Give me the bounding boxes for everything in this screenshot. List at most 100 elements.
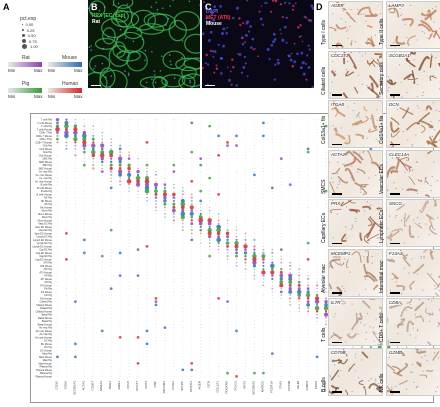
expression-dot [254, 301, 255, 302]
expression-dot [227, 282, 228, 283]
hematoxylin-nucleus [365, 288, 366, 289]
hematoxylin-nucleus [329, 162, 330, 163]
expression-dot [245, 360, 246, 361]
expression-dot [129, 262, 130, 263]
expression-dot [57, 246, 58, 247]
expression-dot [263, 360, 264, 361]
expression-dot [74, 154, 76, 156]
hematoxylin-nucleus [370, 118, 371, 119]
hematoxylin-nucleus [360, 14, 361, 15]
scale-bar [390, 94, 400, 96]
expression-dot [154, 189, 158, 193]
hematoxylin-nucleus [420, 350, 421, 351]
expression-dot [93, 265, 94, 266]
expression-dot [111, 301, 112, 302]
expression-dot [308, 347, 309, 348]
stain-strand [407, 321, 413, 332]
expression-dot [245, 158, 246, 159]
expression-dot [272, 347, 273, 348]
expression-dot [57, 171, 58, 172]
expression-dot [308, 357, 309, 358]
expression-dot [209, 369, 210, 370]
expression-dot [163, 196, 166, 199]
stain-strand [332, 71, 335, 75]
expression-dot [128, 157, 131, 160]
expression-dot [138, 142, 139, 143]
expression-dot [110, 181, 112, 183]
expression-dot [92, 164, 94, 166]
dapi-nucleus [308, 66, 311, 69]
expression-dot [270, 270, 274, 274]
expression-dot [93, 331, 94, 332]
hematoxylin-nucleus [404, 267, 405, 268]
expression-dot [164, 152, 165, 153]
expression-dot [290, 155, 291, 156]
expression-dot [290, 187, 291, 188]
expression-dot [93, 282, 94, 283]
expression-dot [102, 210, 103, 211]
hematoxylin-nucleus [422, 370, 423, 371]
hematoxylin-nucleus [389, 356, 390, 357]
expression-dot [272, 181, 273, 182]
expression-dot [155, 324, 156, 325]
expression-dot [245, 132, 246, 133]
expression-dot [137, 272, 138, 273]
hematoxylin-nucleus [371, 14, 372, 15]
expression-dot [83, 238, 86, 241]
expression-dot [84, 360, 85, 361]
expression-dot [147, 363, 148, 364]
expression-dot [93, 217, 94, 218]
expression-dot [182, 233, 183, 234]
hematoxylin-nucleus [420, 257, 421, 258]
expression-dot [254, 327, 255, 328]
stain-strand [430, 225, 437, 234]
expression-dot [281, 135, 282, 136]
hematoxylin-nucleus [353, 110, 354, 111]
expression-dot [299, 347, 300, 348]
ihc-image: ACTA2 [328, 150, 383, 198]
expression-dot [66, 272, 67, 273]
hematoxylin-nucleus [359, 294, 360, 295]
expression-dot [146, 342, 149, 345]
expression-dot [163, 203, 166, 206]
dapi-nucleus [248, 30, 250, 32]
expression-dot [209, 291, 210, 292]
expression-dot [236, 298, 237, 299]
expression-dot [138, 129, 139, 130]
expression-dot [209, 152, 210, 153]
expression-dot [102, 262, 103, 263]
expression-dot [254, 165, 255, 166]
ihc-tissue [329, 151, 382, 197]
expression-dot [281, 337, 282, 338]
expression-dot [155, 203, 157, 205]
hematoxylin-nucleus [424, 257, 425, 258]
expression-dot [289, 304, 291, 306]
expression-dot [209, 226, 211, 228]
expression-dot [317, 278, 318, 279]
expression-dot [155, 226, 156, 227]
expression-dot [200, 262, 201, 263]
expression-dot [155, 126, 156, 127]
expression-dot [174, 308, 175, 309]
expression-dot [57, 278, 58, 279]
hematoxylin-nucleus [436, 110, 437, 111]
expression-dot [111, 340, 112, 341]
hematoxylin-nucleus [335, 73, 336, 74]
expression-dot [254, 366, 255, 367]
hematoxylin-nucleus [334, 316, 335, 317]
hematoxylin-nucleus [376, 109, 377, 110]
dapi-nucleus [210, 31, 213, 34]
dapi-nucleus [270, 44, 273, 47]
stain-strand [402, 19, 413, 26]
expression-dot [308, 139, 309, 140]
expression-dot [138, 259, 139, 260]
stain-strand [421, 125, 425, 132]
expression-dot [66, 217, 67, 218]
expression-dot [227, 262, 228, 263]
stain-strand [428, 342, 433, 345]
expression-dot [111, 136, 112, 137]
alveolus-outline [113, 0, 132, 8]
scale-bar [332, 193, 342, 195]
expression-dot [200, 129, 201, 130]
expression-dot [254, 243, 255, 244]
